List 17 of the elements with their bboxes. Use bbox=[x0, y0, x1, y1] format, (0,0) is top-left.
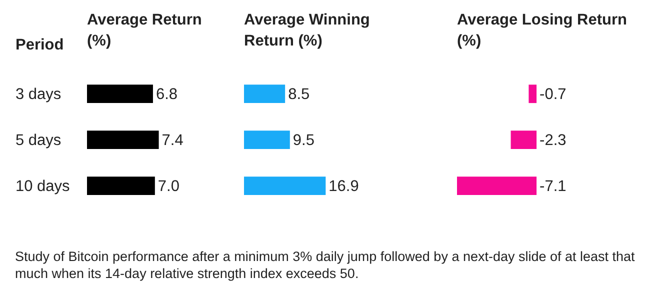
y-tick-label: 10 days bbox=[16, 178, 70, 195]
data-label: 7.4 bbox=[162, 132, 184, 149]
text: Study of Bitcoin performance after a minimum 3% daily jump followed by a next-day slide of at least that much when its 14-day relative strength index exceeds 50. bbox=[15, 248, 636, 282]
data-label: 7.0 bbox=[158, 178, 180, 195]
data-label: -0.7 bbox=[540, 86, 566, 103]
data-label: -7.1 bbox=[540, 178, 566, 195]
chart-title: Average Losing Return (%) bbox=[457, 12, 627, 50]
y-tick-label: 5 days bbox=[16, 132, 62, 149]
data-label: 6.8 bbox=[156, 86, 178, 103]
data-label: 8.5 bbox=[288, 86, 310, 103]
chart-title: Average Return (%) bbox=[87, 12, 202, 50]
data-label: 9.5 bbox=[292, 132, 314, 149]
chart-title: Average Winning Return (%) bbox=[244, 12, 370, 50]
y-axis-title: Period bbox=[16, 36, 64, 54]
data-label: -2.3 bbox=[540, 132, 566, 149]
data-label: 16.9 bbox=[328, 178, 359, 195]
y-tick-label: 3 days bbox=[16, 86, 62, 103]
